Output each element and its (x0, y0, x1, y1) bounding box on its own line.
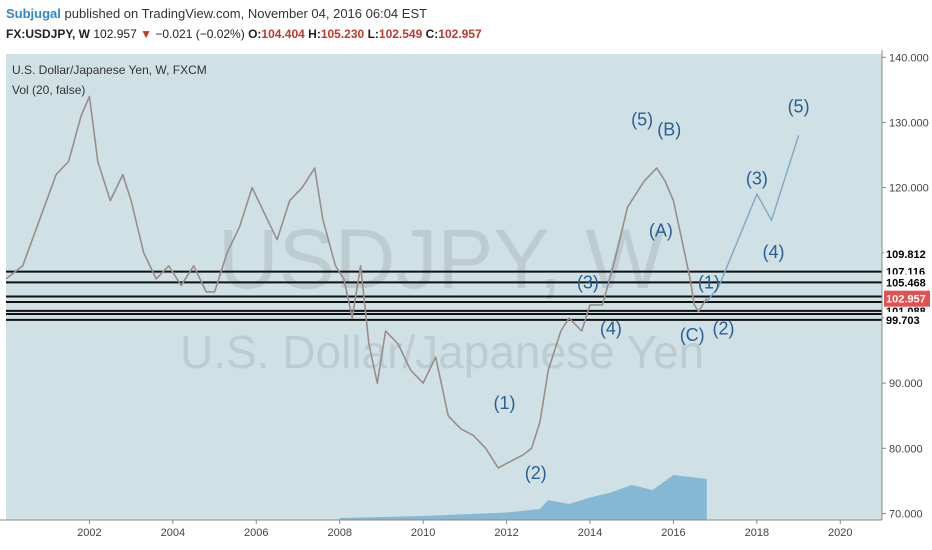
price-chart[interactable]: USDJPY, W U.S. Dollar/Japanese Yen (1) (2… (0, 50, 932, 550)
legend-volume: Vol (20, false) (12, 83, 85, 97)
price-layer (5, 95, 708, 469)
low-value: 102.549 (378, 27, 423, 41)
watermark-symbol: USDJPY, W (218, 212, 665, 306)
wave-label: (1) (698, 273, 720, 293)
wave-label: (2) (712, 318, 734, 338)
volume-area (339, 475, 707, 520)
down-arrow-icon: ▼ (140, 27, 152, 41)
high-label: H: (308, 27, 321, 41)
chart-header: Subjugal published on TradingView.com, N… (0, 0, 932, 50)
x-tick-label: 2006 (244, 527, 268, 539)
symbol-ohlc-line: FX:USDJPY, W 102.957 ▼ −0.021 (−0.02%) O… (6, 27, 482, 41)
open-label: O: (248, 27, 262, 41)
wave-label: (5) (788, 97, 810, 117)
time-axis-background (0, 520, 932, 550)
wave-label: (1) (493, 393, 515, 413)
projection-layer (706, 135, 800, 303)
price-tag: 109.812 (886, 249, 926, 261)
x-tick-label: 2016 (661, 527, 685, 539)
level-price-tag-box (884, 274, 930, 291)
y-tick-label: 140.000 (889, 52, 929, 64)
level-price-tag-box (884, 311, 930, 328)
y-tick-label: 130.000 (889, 117, 929, 129)
level-price-tag: 105.468 (886, 277, 926, 289)
current-price-tag: 102.957 (886, 294, 926, 306)
published-text: published on TradingView.com, November 0… (64, 6, 428, 21)
symbol-label[interactable]: FX:USDJPY, W (6, 27, 91, 41)
close-label: C: (425, 27, 439, 41)
price-axis[interactable]: 70.00080.00090.000100.000110.000120.0001… (881, 50, 932, 550)
time-axis[interactable]: 2002 2004 2006 2008 2010 2012 2014 2016 2018 2020 (0, 519, 932, 550)
level-price-tag: 99.703 (886, 315, 920, 327)
volume-layer (339, 475, 707, 520)
wave-label: (4) (600, 318, 622, 338)
wave-label: (3) (746, 168, 768, 188)
x-tick-label: 2014 (578, 527, 602, 539)
y-tick-label: 70.000 (889, 508, 923, 520)
wave-label: (B) (657, 119, 681, 139)
wave-label: (2) (525, 463, 547, 483)
x-tick-label: 2012 (494, 527, 518, 539)
wave-label: (4) (763, 242, 785, 262)
y-tick-label: 120.000 (889, 183, 929, 195)
level-lines (6, 270, 882, 321)
price-change: −0.021 (−0.02%) (155, 27, 245, 41)
wave-label: (A) (649, 220, 673, 240)
x-tick-label: 2004 (161, 527, 185, 539)
wave-label: (3) (577, 273, 599, 293)
low-label: L: (367, 27, 379, 41)
price-line (5, 95, 708, 469)
x-tick-label: 2008 (327, 527, 351, 539)
author-link[interactable]: Subjugal (6, 6, 61, 21)
open-value: 104.404 (261, 27, 305, 41)
x-tick-label: 2002 (77, 527, 101, 539)
x-tick-label: 2020 (828, 527, 852, 539)
wave-label: (C) (680, 325, 705, 345)
publication-line: Subjugal published on TradingView.com, N… (6, 6, 427, 21)
watermark-name: U.S. Dollar/Japanese Yen (180, 326, 704, 378)
current-price-tag-box (884, 290, 930, 307)
wave-labels: (1)(2)(3)(4)(5) (B)(A)(1)(C) (2)(3)(4)(5) (493, 97, 809, 483)
x-tick-label: 2018 (745, 527, 769, 539)
projection-line (706, 135, 800, 303)
legend-title: U.S. Dollar/Japanese Yen, W, FXCM (12, 63, 207, 77)
x-tick-label: 2010 (411, 527, 435, 539)
price-tag-box (884, 246, 930, 263)
y-tick-label: 90.000 (889, 378, 923, 390)
last-price: 102.957 (93, 27, 137, 41)
wave-label: (5) (631, 110, 653, 130)
plot-background (6, 54, 882, 520)
y-tick-label: 80.000 (889, 443, 923, 455)
close-value: 102.957 (438, 27, 482, 41)
high-value: 105.230 (320, 27, 365, 41)
